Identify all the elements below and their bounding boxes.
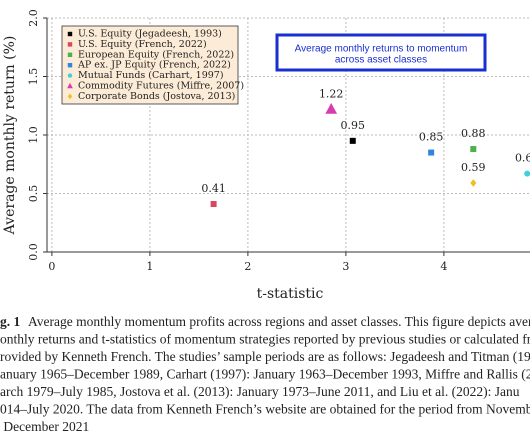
annotation-text: across asset classes	[335, 55, 427, 66]
legend-marker	[67, 82, 73, 89]
x-tick-label: 1	[146, 260, 153, 273]
caption-label: g. 1	[0, 314, 21, 329]
x-tick-label: 0	[48, 260, 55, 273]
legend-marker	[67, 63, 73, 68]
legend-label: European Equity (French, 2022)	[78, 49, 234, 60]
x-axis-label: t-statistic	[257, 286, 324, 302]
legend-marker	[67, 52, 73, 57]
y-tick-label: 0.5	[27, 185, 40, 203]
legend-label: U.S. Equity (Jegadeesh, 1993)	[78, 29, 222, 40]
data-label: 0.95	[341, 119, 366, 132]
y-tick-label: 2.0	[27, 9, 40, 27]
legend-label: Corporate Bonds (Jostova, 2013)	[78, 91, 235, 102]
y-tick-label: 1.5	[27, 68, 40, 86]
data-label: 0.67	[515, 152, 530, 165]
caption-line: anuary 1965–December 1989, Carhart (1997…	[0, 367, 530, 382]
data-label: 0.88	[461, 127, 486, 140]
point	[325, 102, 338, 114]
point	[428, 149, 435, 156]
y-axis-label: Average monthly return (%)	[2, 36, 18, 236]
data-label: 0.41	[201, 182, 226, 195]
data-label: 0.85	[419, 131, 444, 144]
caption-line: December 2021	[0, 419, 89, 434]
x-tick-label: 4	[440, 260, 447, 273]
data-label: 1.22	[319, 87, 344, 100]
data-label: 0.59	[461, 161, 486, 174]
caption-line: 014–July 2020. The data from Kenneth Fre…	[0, 402, 530, 417]
legend-marker	[67, 93, 73, 100]
point	[349, 137, 356, 144]
point	[210, 201, 217, 208]
legend-label: AP ex. JP Equity (French, 2022)	[77, 60, 231, 71]
legend-label: Mutual Funds (Carhart, 1997)	[78, 70, 224, 81]
legend-label: Commodity Futures (Miffre, 2007)	[78, 81, 244, 92]
annotation-text: Average monthly returns to momentum	[295, 44, 468, 55]
caption-line: onthly returns and t-statistics of momen…	[0, 332, 530, 347]
caption-line: Average monthly momentum profits across …	[28, 314, 530, 329]
y-tick-label: 0.0	[27, 243, 40, 261]
x-tick-label: 3	[342, 260, 349, 273]
legend-label: U.S. Equity (French, 2022)	[78, 39, 207, 50]
legend-marker	[67, 31, 73, 37]
x-tick-label: 2	[244, 260, 251, 273]
legend-marker	[67, 73, 73, 78]
caption-line: arch 1979–July 1985, Jostova et al. (201…	[0, 384, 520, 399]
point	[470, 146, 477, 153]
point	[470, 179, 477, 187]
point	[524, 170, 530, 177]
legend-box	[61, 25, 239, 105]
y-tick-label: 1.0	[27, 126, 40, 144]
caption-line: rovided by Kenneth French. The studies’ …	[0, 349, 530, 364]
annotation-box	[275, 33, 487, 72]
legend-marker	[67, 42, 73, 47]
